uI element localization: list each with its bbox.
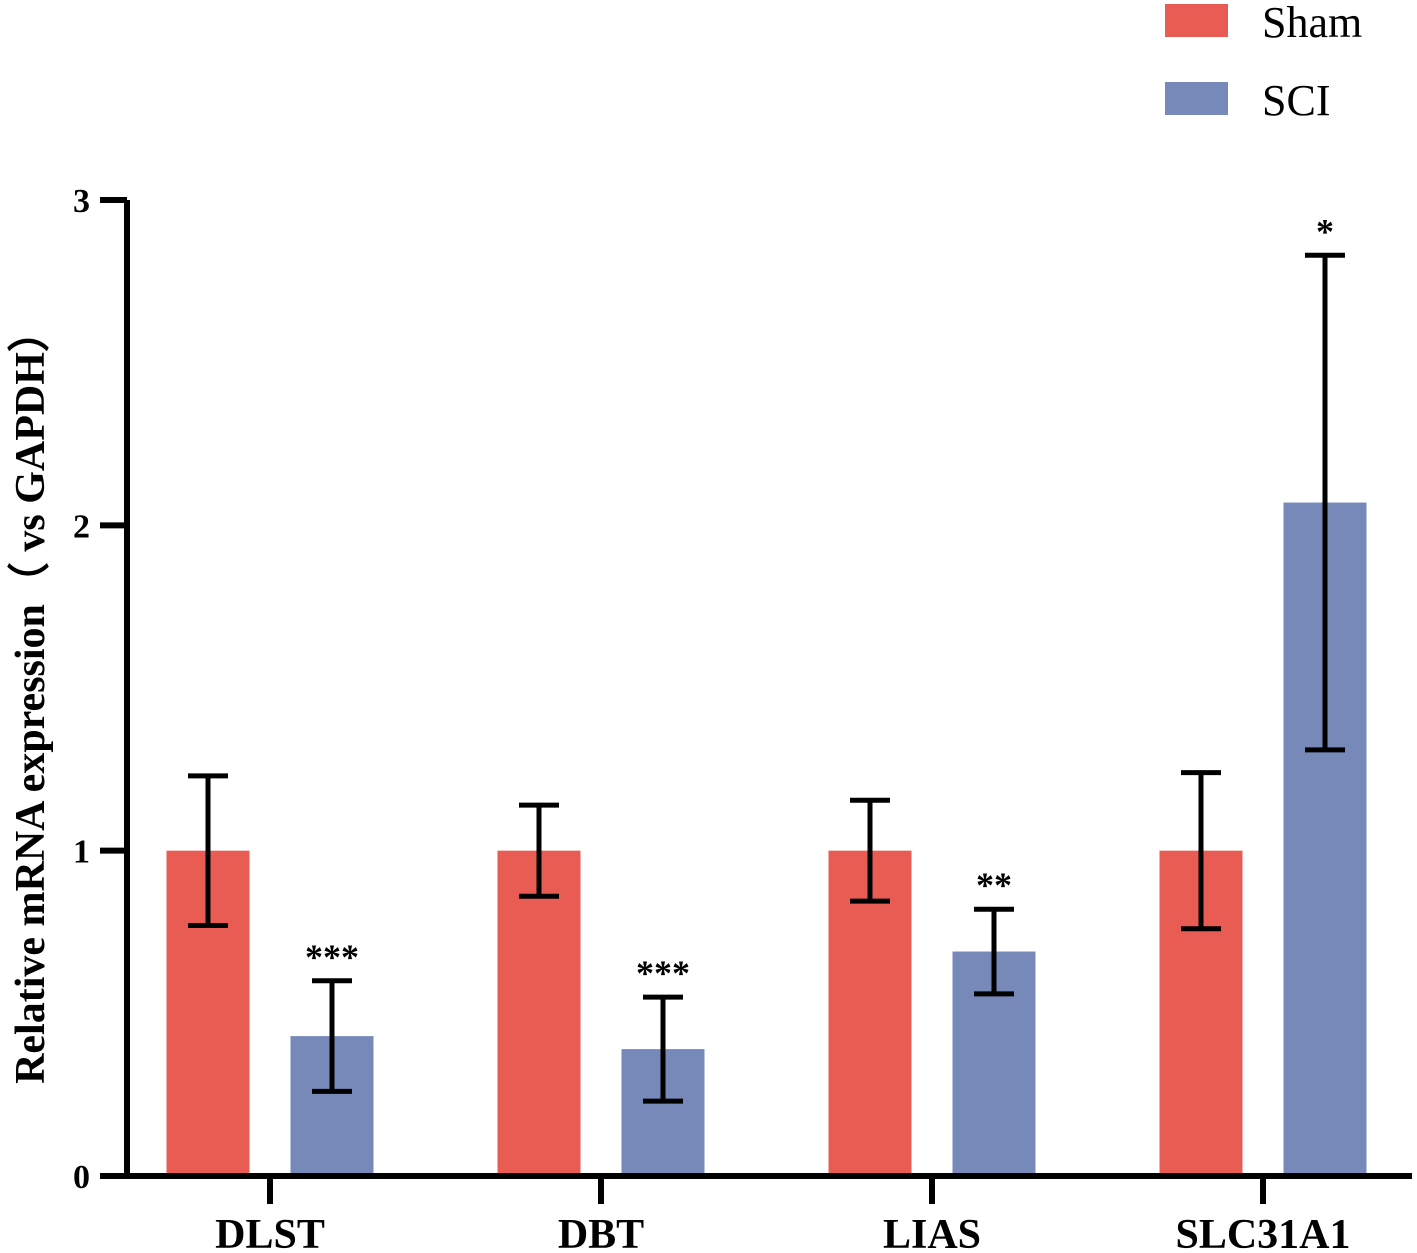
legend-swatch-sham xyxy=(1165,4,1228,37)
y-tick-label: 1 xyxy=(73,834,90,871)
x-tick-label: DLST xyxy=(215,1212,325,1253)
y-ticks-layer: 0 1 2 3 xyxy=(73,183,127,1196)
y-axis-title: Relative mRNA expression（ vs GAPDH） xyxy=(7,310,54,1084)
significance-label: *** xyxy=(305,937,359,977)
y-tick-label: 3 xyxy=(73,183,90,220)
legend: Sham SCI xyxy=(1165,0,1362,125)
x-ticks-layer: DLST DBT LIAS SLC31A1 xyxy=(215,1176,1351,1253)
legend-label-sci: SCI xyxy=(1262,76,1330,125)
bar-sham-lias xyxy=(828,850,912,1176)
y-tick-label: 2 xyxy=(73,508,90,545)
significance-label: ** xyxy=(976,865,1012,905)
legend-label-sham: Sham xyxy=(1262,0,1362,47)
axes-layer xyxy=(124,200,1412,1179)
legend-swatch-sci xyxy=(1165,82,1228,115)
significance-label: * xyxy=(1316,211,1334,251)
bar-sham-dbt xyxy=(497,850,581,1176)
error-bars-layer xyxy=(188,252,1345,1104)
significance-label: *** xyxy=(636,953,690,993)
x-tick-label: SLC31A1 xyxy=(1175,1212,1350,1253)
x-tick-label: DBT xyxy=(558,1212,644,1253)
bars-layer xyxy=(166,502,1367,1176)
x-tick-label: LIAS xyxy=(883,1212,981,1253)
significance-layer: *** ****** xyxy=(305,211,1334,993)
y-tick-label: 0 xyxy=(73,1159,90,1196)
